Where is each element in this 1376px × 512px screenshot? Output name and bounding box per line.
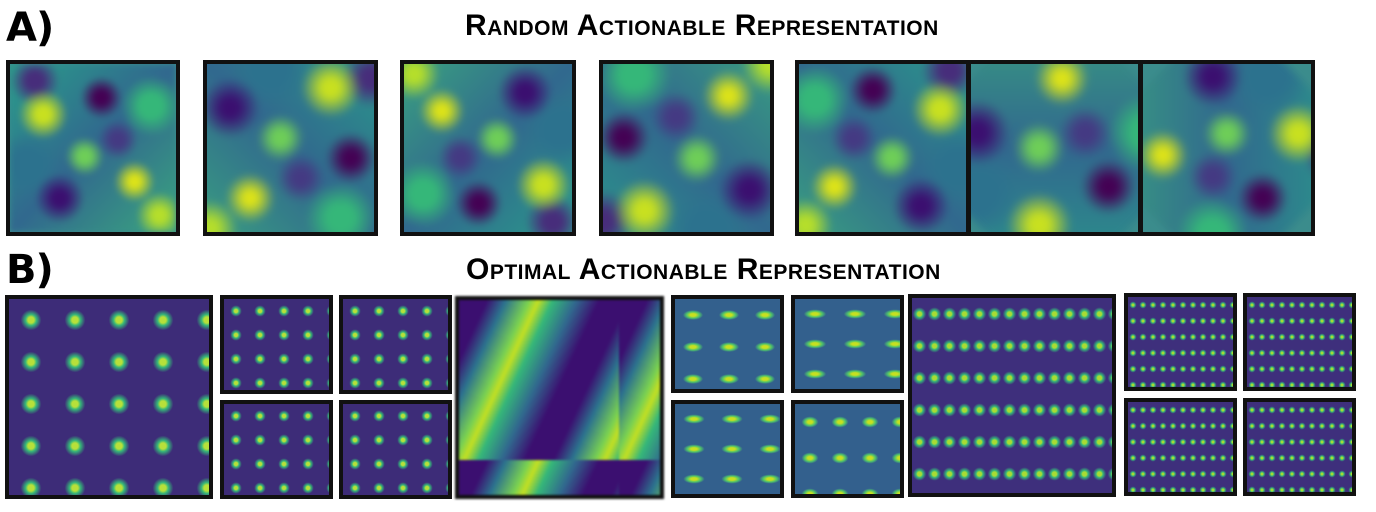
hex-dots-small-4 [339, 400, 452, 499]
random-map-7 [1139, 60, 1315, 236]
hex-dots-small-2 [339, 295, 452, 394]
hex-dots-small-1 [220, 295, 333, 394]
random-map-6 [967, 60, 1142, 236]
section-title-a: Random Actionable Representation [465, 9, 939, 42]
chains-large [908, 294, 1116, 497]
chains-small-1 [1124, 293, 1237, 391]
random-map-1 [6, 60, 180, 236]
ellipses-small-4 [791, 400, 904, 498]
chains-small-4 [1243, 398, 1356, 496]
panel-label-b: B) [6, 247, 54, 293]
hex-dots-large [5, 295, 213, 499]
chains-small-3 [1124, 398, 1237, 496]
ellipses-small-1 [671, 295, 784, 393]
random-map-3 [400, 60, 576, 236]
random-map-4 [599, 60, 774, 236]
chains-small-2 [1243, 293, 1356, 391]
random-map-5 [795, 60, 970, 236]
panel-label-a: A) [6, 5, 54, 51]
section-title-b: Optimal Actionable Representation [466, 253, 941, 286]
ellipses-small-3 [671, 400, 784, 498]
stripes-large [455, 296, 664, 499]
random-map-2 [203, 60, 378, 236]
ellipses-small-2 [791, 295, 904, 393]
hex-dots-small-3 [220, 400, 333, 499]
